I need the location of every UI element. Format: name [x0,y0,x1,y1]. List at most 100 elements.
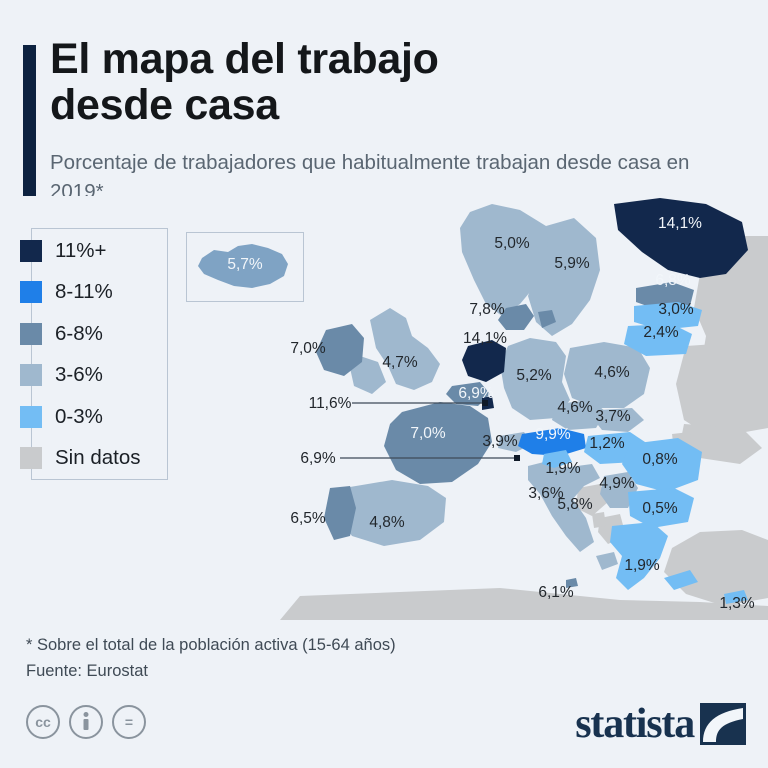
map-label-finlandia: 14,1% [658,215,702,232]
country-france [384,402,492,484]
title-line-1: El mapa del trabajo [50,35,439,83]
map-label-reinounido: 4,7% [382,354,418,371]
country-netherlands [462,340,506,382]
footnote-line-1: * Sobre el total de la población activa … [26,636,396,654]
leader-dot-eslovenia [514,455,520,461]
title-line-2: desde casa [50,81,279,130]
map-label-croacia: 5,8% [557,496,593,513]
legend-label: 6-8% [55,321,103,345]
map-value-labels: 5,0% 5,9% 14,1% 6,8% 3,0% 2,4% 7,8% 7,0% 4,7% 14,… [290,215,755,612]
country-greece [610,522,698,590]
country-malta [566,578,578,588]
country-germany [500,338,570,420]
map-label-chequia: 4,6% [557,399,593,416]
map-label-eslovenia: 6,9% [300,450,336,467]
map-label-austria: 9,9% [535,426,571,443]
legend-item-no-data[interactable]: Sin datos [20,438,190,480]
country-austria [518,428,586,456]
legend-item-8-11[interactable]: 8-11% [20,272,190,314]
country-iceland [198,244,288,288]
legend-box [31,228,168,480]
legend-label: 8-11% [55,280,113,304]
country-northafrica [280,588,768,620]
map-label-rumania: 0,8% [642,451,678,468]
country-montenegro [592,512,606,528]
legend-item-3-6[interactable]: 3-6% [20,355,190,397]
map-label-estonia: 6,8% [655,272,691,289]
legend-swatch [20,364,42,387]
page-title: El mapa del trabajo desde casa [50,36,710,129]
country-romania [622,438,702,492]
subtitle-line-1: Porcentaje de trabajadores que habitualm… [50,151,471,174]
country-bosnia [576,484,608,516]
statista-wordmark: statista [575,701,695,747]
map-label-paisesbajos: 14,1% [463,330,507,347]
legend-item-0-3[interactable]: 0-3% [20,396,190,438]
europe-choropleth-map: 5,0% 5,9% 14,1% 6,8% 3,0% 2,4% 7,8% 7,0% 4,7% 14,… [0,196,768,620]
country-serbia [600,472,638,508]
map-label-serbia: 4,9% [599,475,635,492]
country-finland [614,198,748,278]
country-slovakia [594,408,644,432]
country-slovenia [542,450,572,468]
country-belgium [446,382,490,406]
legend-label: 11%+ [55,238,107,262]
map-label-lituania: 2,4% [643,324,679,341]
map-label-italia: 3,6% [528,485,564,502]
map-label-letonia: 3,0% [658,301,694,318]
map-label-chipre: 1,3% [719,595,755,612]
legend-item-11-plus[interactable]: 11%+ [20,230,190,272]
leader-dot-luxemburgo [482,400,488,406]
country-sweden [528,218,600,336]
map-label-suecia: 5,9% [554,255,590,272]
map-label-hungria: 1,2% [589,435,625,452]
footnote-source: Fuente: Eurostat [26,661,148,680]
country-portugal [324,486,356,540]
country-turkey [664,530,768,606]
country-uk [350,308,440,394]
iceland-inset-map: 5,7% [198,244,288,288]
map-label-luxemburgo: 11,6% [309,395,352,412]
country-belarus-ukraine [676,342,768,438]
map-countries: 5,0% 5,9% 14,1% 6,8% 3,0% 2,4% 7,8% 7,0% 4,7% 14,… [0,196,768,620]
cc-nd-equals-icon: = [112,705,146,739]
legend-label: 3-6% [55,363,103,387]
map-label-polonia: 4,6% [594,364,630,381]
map-label-eslovenia2: 1,9% [545,460,581,477]
creative-commons-icons: cc = [26,705,146,739]
cc-icon: cc [26,705,60,739]
map-label-francia: 7,0% [410,425,446,442]
legend-item-6-8[interactable]: 6-8% [20,313,190,355]
legend-swatch [20,281,42,304]
statista-mark-icon [700,703,746,745]
country-ireland [316,324,364,376]
iceland-inset-box [186,232,304,302]
map-label-alemania: 5,2% [516,367,552,384]
legend-label: Sin datos [55,446,141,470]
country-italy [528,460,618,570]
legend-swatch [20,322,42,345]
country-cyprus [724,590,748,604]
country-lithuania [624,324,692,356]
map-label-dinamarca: 7,8% [469,301,505,318]
map-label-espana: 4,8% [369,514,405,531]
country-czech [552,400,606,430]
legend-swatch [20,447,42,470]
country-croatia [558,464,600,500]
country-denmark [498,304,556,330]
country-spain [336,480,446,546]
map-label-noruega: 5,0% [494,235,530,252]
map-label-eslovaquia: 3,7% [595,408,631,425]
footnote: * Sobre el total de la población activa … [26,633,726,684]
legend-swatch [20,239,42,262]
statista-logo: statista [575,700,746,748]
legend-label: 0-3% [55,404,103,428]
map-leader-lines: 11,6% 6,9% [300,395,520,467]
map-label-belgica: 6,9% [458,385,494,402]
title-accent-bar [23,45,36,200]
map-label-portugal: 6,5% [290,510,326,527]
country-poland [564,342,650,408]
iceland-value-label: 5,7% [227,256,263,273]
country-latvia [634,302,702,330]
